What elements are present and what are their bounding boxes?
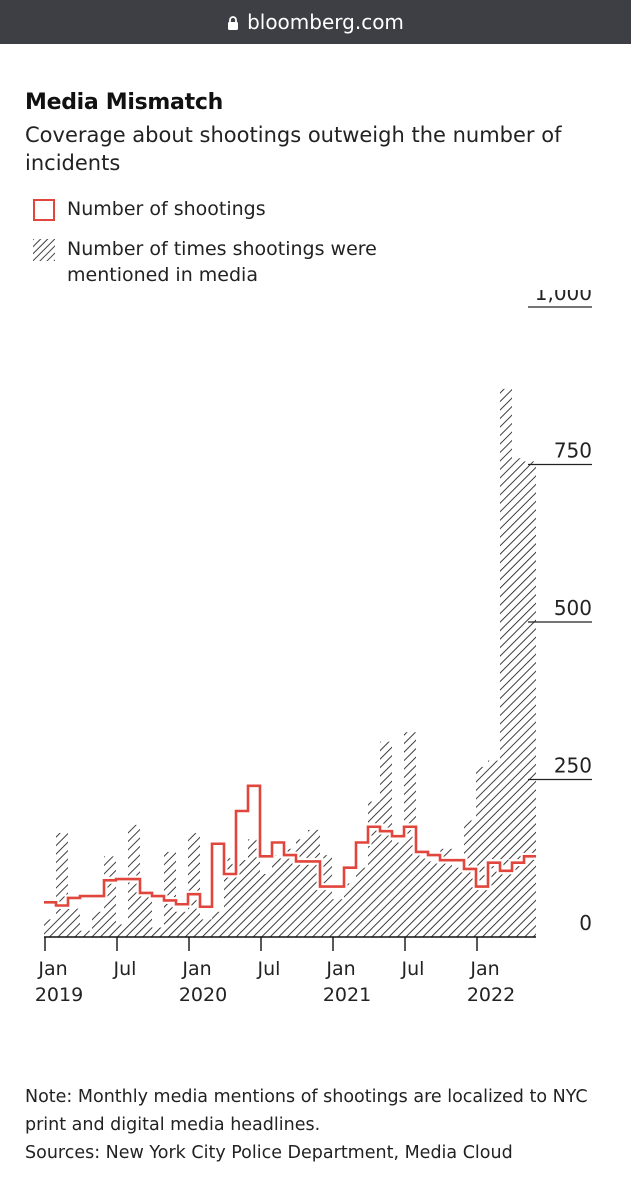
url-display[interactable]: bloomberg.com	[227, 10, 404, 34]
media-bar-40	[524, 461, 536, 937]
media-bar-12	[188, 833, 200, 937]
media-bar-24	[332, 899, 344, 937]
chart-title: Media Mismatch	[25, 90, 223, 115]
media-bar-37	[488, 760, 500, 937]
note-text: Note: Monthly media mentions of shooting…	[25, 1087, 588, 1135]
media-bar-27	[368, 801, 380, 937]
y-tick-label-3: 750	[554, 439, 592, 463]
sources-text: Sources: New York City Police Department…	[25, 1143, 513, 1163]
media-bar-25	[344, 883, 356, 937]
y-tick-label-0: 0	[579, 911, 592, 935]
x-tick-year-6: 2022	[467, 984, 515, 1006]
chart-notes: Note: Monthly media mentions of shooting…	[25, 1083, 615, 1167]
media-bar-2	[68, 908, 80, 937]
x-tick-year-2: 2020	[179, 984, 227, 1006]
media-bar-18	[260, 874, 272, 937]
media-bar-26	[356, 867, 368, 937]
media-bar-1	[56, 833, 68, 937]
x-tick-year-4: 2021	[323, 984, 371, 1006]
media-bar-8	[140, 896, 152, 937]
y-tick-label-4: 1,000	[535, 290, 592, 305]
media-bar-36	[476, 766, 488, 937]
media-bar-3	[80, 930, 92, 937]
media-bar-13	[200, 919, 212, 937]
media-bar-39	[512, 458, 524, 937]
media-bar-22	[308, 829, 320, 937]
media-bar-14	[212, 911, 224, 937]
x-tick-label-3: Jul	[257, 958, 281, 980]
x-tick-label-5: Jul	[401, 958, 425, 980]
x-tick-label-2: Jan	[181, 958, 211, 980]
media-bar-11	[176, 911, 188, 937]
browser-address-bar[interactable]: bloomberg.com	[0, 0, 631, 44]
media-bar-10	[164, 851, 176, 937]
chart-subtitle: Coverage about shootings outweigh the nu…	[25, 123, 562, 175]
media-bar-34	[452, 867, 464, 937]
y-tick-label-1: 250	[554, 754, 592, 778]
media-bar-19	[272, 855, 284, 937]
media-bar-15	[224, 858, 236, 937]
media-bar-20	[284, 848, 296, 937]
x-tick-label-6: Jan	[469, 958, 499, 980]
y-tick-label-2: 500	[554, 596, 592, 620]
media-bar-17	[248, 839, 260, 937]
url-text: bloomberg.com	[247, 10, 404, 34]
shootings-line	[44, 784, 536, 909]
legend-label-shootings: Number of shootings	[67, 198, 266, 220]
media-bar-30	[404, 732, 416, 937]
media-bar-31	[416, 855, 428, 937]
legend-swatch-media	[33, 239, 55, 261]
media-bar-35	[464, 820, 476, 937]
media-bar-28	[380, 741, 392, 937]
x-tick-year-0: 2019	[35, 984, 83, 1006]
media-bar-33	[440, 848, 452, 937]
x-tick-label-4: Jan	[325, 958, 355, 980]
legend-swatch-shootings	[33, 199, 55, 221]
media-bar-38	[500, 388, 512, 937]
media-bar-29	[392, 842, 404, 937]
legend-label-media: Number of times shootings were mentioned…	[67, 238, 377, 286]
media-bar-32	[428, 861, 440, 937]
media-bar-0	[44, 919, 56, 937]
media-bar-9	[152, 927, 164, 937]
x-tick-label-0: Jan	[37, 958, 67, 980]
media-bar-6	[116, 924, 128, 937]
x-tick-label-1: Jul	[113, 958, 137, 980]
lock-icon	[228, 16, 239, 30]
media-bar-16	[236, 860, 248, 937]
media-bar-4	[92, 911, 104, 937]
chart-plot: 0 250 500 750 1,000 Jan 2019 Jul Jan 2020 Jul Jan 2…	[35, 290, 592, 1006]
